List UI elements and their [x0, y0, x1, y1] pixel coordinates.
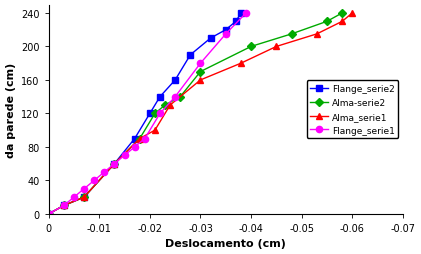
Alma_serie1 [198, 79, 203, 82]
Alma_serie1 [238, 62, 243, 66]
Flange_serie1 [122, 154, 127, 157]
Flange_serie2 [132, 137, 137, 140]
Flange_serie1 [61, 204, 67, 207]
Flange_serie2 [233, 21, 238, 24]
Line: Alma_serie1: Alma_serie1 [45, 11, 355, 217]
Alma-serie2 [82, 196, 87, 199]
Flange_serie1 [142, 137, 147, 140]
X-axis label: Deslocamento (cm): Deslocamento (cm) [165, 239, 286, 248]
Alma_serie1 [350, 12, 355, 15]
Alma-serie2 [340, 12, 345, 15]
Y-axis label: da parede (cm): da parede (cm) [5, 62, 16, 157]
Flange_serie1 [132, 146, 137, 149]
Flange_serie1 [157, 113, 163, 116]
Alma-serie2 [61, 204, 67, 207]
Flange_serie1 [102, 171, 107, 174]
Flange_serie1 [112, 163, 117, 166]
Alma-serie2 [289, 33, 294, 36]
Flange_serie2 [173, 79, 178, 82]
Flange_serie2 [61, 204, 67, 207]
Line: Alma-serie2: Alma-serie2 [45, 11, 345, 217]
Alma-serie2 [248, 46, 253, 49]
Alma_serie1 [137, 137, 142, 140]
Flange_serie1 [92, 179, 97, 182]
Alma_serie1 [82, 196, 87, 199]
Alma-serie2 [178, 96, 183, 99]
Flange_serie1 [223, 33, 228, 36]
Flange_serie2 [157, 96, 163, 99]
Alma_serie1 [168, 104, 173, 107]
Alma_serie1 [314, 33, 320, 36]
Line: Flange_serie1: Flange_serie1 [45, 11, 249, 217]
Flange_serie1 [82, 187, 87, 190]
Flange_serie1 [173, 96, 178, 99]
Alma-serie2 [137, 137, 142, 140]
Line: Flange_serie2: Flange_serie2 [45, 11, 244, 217]
Alma-serie2 [198, 71, 203, 74]
Flange_serie2 [82, 196, 87, 199]
Flange_serie2 [208, 37, 213, 40]
Flange_serie2 [112, 163, 117, 166]
Alma-serie2 [152, 113, 157, 116]
Alma-serie2 [163, 104, 168, 107]
Alma_serie1 [340, 21, 345, 24]
Flange_serie2 [238, 12, 243, 15]
Flange_serie2 [147, 113, 152, 116]
Alma-serie2 [325, 21, 330, 24]
Alma_serie1 [152, 129, 157, 132]
Flange_serie2 [223, 29, 228, 32]
Alma-serie2 [112, 163, 117, 166]
Alma_serie1 [61, 204, 67, 207]
Alma_serie1 [46, 213, 51, 216]
Alma-serie2 [46, 213, 51, 216]
Flange_serie2 [46, 213, 51, 216]
Flange_serie1 [198, 62, 203, 66]
Alma_serie1 [274, 46, 279, 49]
Alma_serie1 [112, 163, 117, 166]
Legend: Flange_serie2, Alma-serie2, Alma_serie1, Flange_serie1: Flange_serie2, Alma-serie2, Alma_serie1,… [306, 81, 398, 139]
Flange_serie1 [72, 196, 77, 199]
Flange_serie1 [46, 213, 51, 216]
Flange_serie1 [243, 12, 248, 15]
Flange_serie2 [188, 54, 193, 57]
